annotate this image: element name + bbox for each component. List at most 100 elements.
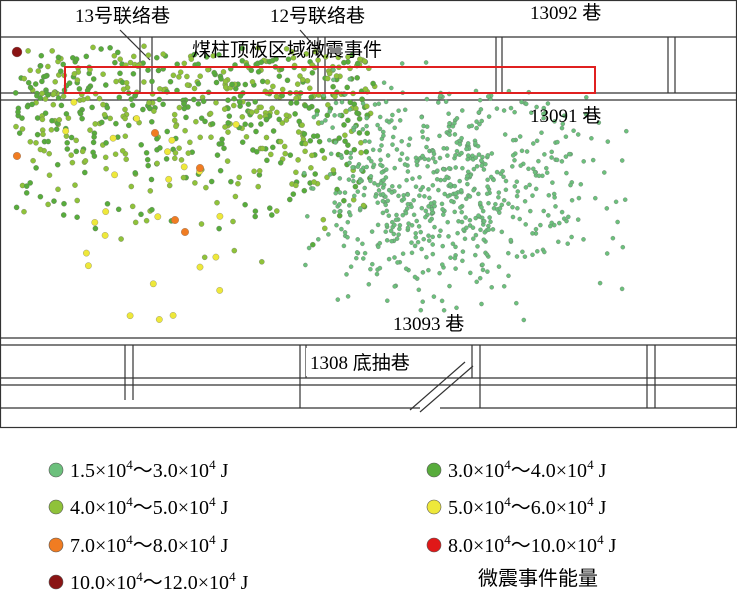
event-point	[255, 45, 262, 51]
event-point	[473, 252, 478, 258]
legend-text: 1.5×10	[70, 460, 126, 482]
event-point	[145, 52, 152, 58]
event-point	[115, 206, 122, 213]
event-point	[485, 184, 490, 189]
event-point	[345, 219, 351, 225]
superscript: 4	[504, 532, 511, 547]
event-point	[576, 195, 582, 201]
event-point	[563, 134, 569, 139]
event-point	[164, 148, 171, 156]
event-point	[589, 136, 594, 141]
event-point	[416, 287, 422, 293]
event-point	[25, 79, 32, 86]
event-point	[157, 86, 163, 92]
event-point	[297, 73, 303, 79]
event-point	[350, 165, 355, 170]
legend-swatch	[426, 499, 442, 515]
event-point	[438, 93, 443, 98]
event-point	[410, 176, 415, 181]
event-point	[397, 118, 403, 123]
event-point	[270, 128, 277, 134]
event-point	[423, 208, 429, 214]
event-point	[259, 145, 266, 152]
event-point	[171, 111, 178, 118]
event-point	[54, 161, 61, 168]
event-point	[258, 121, 264, 127]
event-point	[76, 86, 83, 92]
event-point	[281, 143, 288, 150]
event-point	[423, 214, 428, 220]
event-point	[34, 131, 41, 138]
event-point	[33, 140, 39, 146]
event-point	[184, 82, 191, 88]
event-point	[550, 180, 555, 185]
event-point	[425, 164, 430, 169]
roadways	[0, 0, 737, 429]
legend-text: 5.0×10	[448, 497, 504, 519]
event-point	[264, 157, 270, 164]
event-point	[426, 233, 431, 238]
event-point	[409, 250, 415, 256]
superscript: 4	[126, 532, 133, 547]
event-point	[55, 95, 62, 101]
event-point	[583, 111, 589, 117]
event-point	[381, 182, 387, 187]
event-point	[288, 48, 295, 55]
event-point	[149, 119, 155, 125]
event-point	[91, 134, 97, 140]
event-point	[339, 99, 345, 105]
event-point	[347, 107, 353, 112]
event-point	[454, 194, 459, 200]
event-point	[352, 183, 359, 190]
event-point	[385, 298, 390, 303]
event-point	[274, 208, 280, 214]
event-point	[79, 115, 85, 122]
event-point	[484, 252, 490, 257]
event-point	[524, 149, 530, 154]
label-background	[306, 348, 446, 376]
event-point	[269, 57, 276, 64]
superscript: 4	[587, 494, 594, 509]
event-point	[564, 218, 569, 224]
event-point	[255, 69, 262, 75]
event-point	[202, 118, 208, 125]
event-point	[38, 52, 45, 59]
event-point	[490, 227, 496, 232]
event-point	[549, 149, 554, 155]
event-point	[98, 46, 104, 52]
event-point	[311, 179, 317, 185]
event-point	[375, 200, 380, 205]
event-point	[306, 245, 312, 251]
event-point	[500, 168, 505, 174]
event-point	[16, 130, 23, 136]
event-point	[381, 133, 386, 138]
event-point	[475, 244, 480, 249]
event-point	[364, 164, 369, 170]
event-point	[615, 219, 620, 225]
event-point	[181, 60, 188, 67]
event-point	[420, 299, 425, 304]
event-point	[519, 148, 525, 154]
event-point	[411, 212, 417, 218]
event-point	[497, 206, 503, 211]
superscript: 4	[587, 457, 594, 472]
pillar-region-box	[64, 66, 596, 94]
legend-text: ～6.0×10	[511, 497, 587, 519]
event-point	[380, 210, 386, 216]
event-point	[484, 191, 490, 197]
event-point	[304, 78, 311, 84]
event-point	[224, 158, 231, 164]
event-point	[489, 151, 495, 156]
event-point	[148, 176, 155, 183]
event-point	[386, 119, 392, 125]
event-point	[342, 132, 348, 138]
event-point	[479, 301, 484, 307]
event-point	[390, 142, 395, 147]
event-point	[390, 184, 395, 189]
event-point	[198, 221, 205, 227]
event-point	[213, 79, 220, 86]
event-point	[549, 155, 554, 160]
event-point	[564, 170, 569, 176]
event-point	[431, 294, 437, 299]
event-point	[119, 148, 126, 154]
